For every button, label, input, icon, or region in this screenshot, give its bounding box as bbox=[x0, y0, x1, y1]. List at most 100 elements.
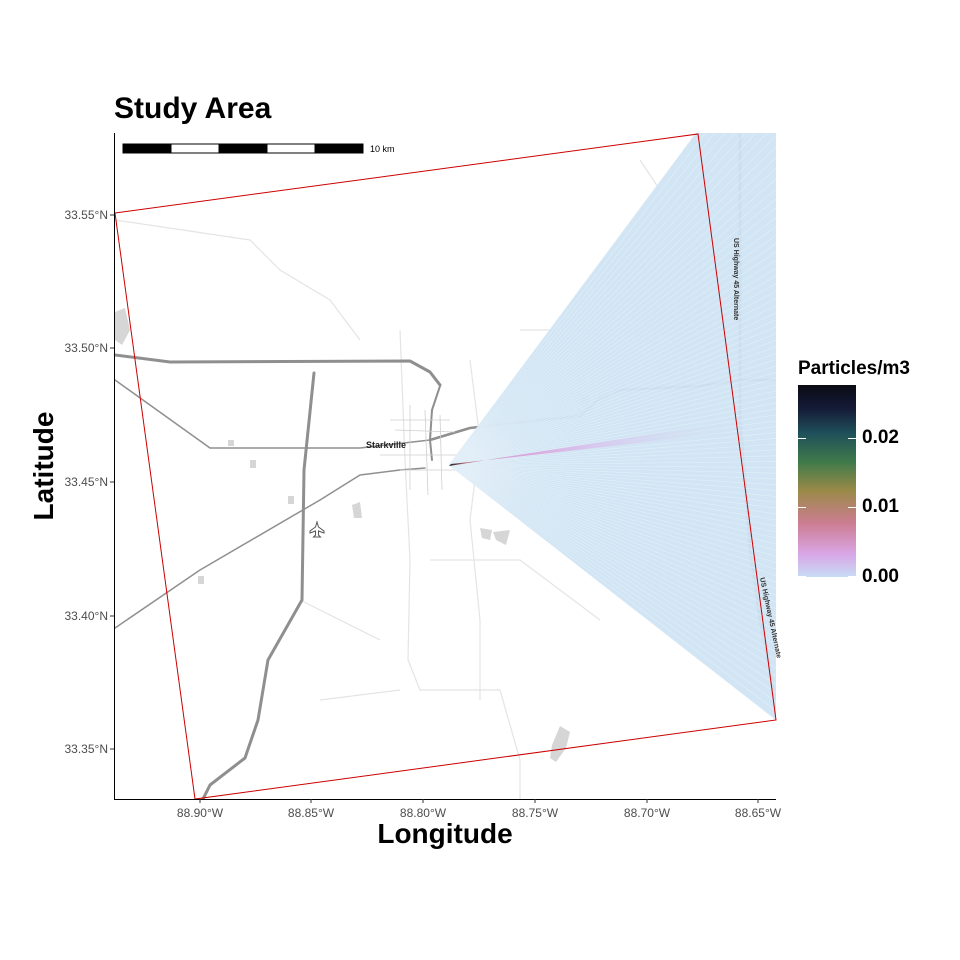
axis-ticks bbox=[110, 214, 759, 803]
plume-ray bbox=[448, 464, 776, 545]
plume-hatching bbox=[448, 133, 776, 721]
plume-ray bbox=[448, 226, 776, 466]
plume-ray bbox=[448, 133, 725, 466]
plume-ray bbox=[448, 207, 776, 466]
legend-label: 0.02 bbox=[862, 427, 899, 448]
plume-ray bbox=[448, 298, 776, 466]
legend-label: 0.01 bbox=[862, 496, 899, 517]
highway-label-north: US Highway 45 Alternate bbox=[732, 238, 739, 320]
legend-colorbar bbox=[798, 385, 856, 577]
y-tick-label: 33.50°N bbox=[64, 341, 109, 355]
plume-ray bbox=[448, 326, 776, 466]
plume-ray bbox=[448, 390, 776, 466]
plume-ray bbox=[448, 146, 776, 466]
plume-ray bbox=[448, 365, 776, 466]
plume-ray bbox=[448, 464, 776, 661]
plume-ray bbox=[448, 168, 776, 466]
y-tick-label: 33.55°N bbox=[64, 208, 109, 222]
plume-ray bbox=[448, 464, 776, 603]
plume-ray bbox=[448, 464, 776, 497]
plume-ray bbox=[448, 464, 776, 570]
legend-tick bbox=[848, 438, 856, 439]
legend-title: Particles/m3 bbox=[798, 358, 910, 379]
plume-ray bbox=[448, 464, 776, 646]
plume-ray bbox=[448, 402, 776, 466]
city-streets bbox=[380, 405, 460, 496]
plume-ray bbox=[448, 259, 776, 466]
plume-ray bbox=[448, 464, 776, 521]
plume-ray bbox=[448, 267, 776, 466]
plume-ray bbox=[448, 188, 776, 466]
y-tick-label: 33.45°N bbox=[64, 475, 109, 489]
legend-tick bbox=[848, 576, 856, 577]
plume-ray bbox=[448, 319, 776, 466]
plume-ray bbox=[448, 464, 776, 631]
x-tick-label: 88.75°W bbox=[511, 806, 559, 820]
plume-core-streak bbox=[449, 420, 740, 466]
legend-label: 0.00 bbox=[862, 566, 899, 587]
legend-tick bbox=[848, 507, 856, 508]
plume-ray bbox=[448, 234, 776, 466]
plume-ray bbox=[448, 464, 776, 686]
plume-ray bbox=[448, 133, 706, 466]
plume-ray bbox=[448, 464, 776, 480]
plume-ray bbox=[448, 283, 776, 466]
plume-ray bbox=[448, 133, 757, 466]
plume-ray bbox=[448, 464, 776, 468]
airport-icon bbox=[309, 520, 325, 538]
plume-ray bbox=[448, 378, 776, 466]
plume-ray bbox=[448, 464, 776, 617]
y-axis-label: Latitude bbox=[28, 411, 59, 521]
city-label: Starkville bbox=[366, 440, 406, 450]
x-tick-label: 88.70°W bbox=[623, 806, 671, 820]
plume-ray bbox=[448, 464, 776, 712]
legend-tick bbox=[798, 438, 806, 439]
plume-ray bbox=[448, 243, 776, 466]
plume-ray bbox=[448, 133, 768, 466]
plume-ray bbox=[448, 464, 776, 551]
plume-ray bbox=[448, 408, 776, 466]
plume-ray bbox=[448, 464, 776, 694]
water-bodies bbox=[115, 308, 590, 762]
plume-ray bbox=[448, 134, 776, 466]
plume-ray bbox=[448, 464, 776, 638]
plume-ray bbox=[448, 133, 736, 466]
legend-tick bbox=[798, 576, 806, 577]
plume-ray bbox=[448, 217, 776, 466]
plume-ray bbox=[448, 449, 776, 466]
domain-outline bbox=[114, 133, 777, 800]
plume-ray bbox=[448, 396, 776, 466]
plume-ray bbox=[448, 464, 776, 653]
plume-ray bbox=[448, 464, 776, 583]
plume-ray bbox=[448, 346, 776, 466]
legend-tick bbox=[798, 507, 806, 508]
plume-ray bbox=[448, 198, 776, 466]
x-tick-label: 88.65°W bbox=[734, 806, 782, 820]
plume-ray bbox=[448, 464, 776, 677]
plume-ray bbox=[448, 352, 776, 466]
plume-ray bbox=[448, 275, 776, 466]
x-tick-label: 88.85°W bbox=[287, 806, 335, 820]
plume-ray bbox=[448, 464, 776, 509]
plume-ray bbox=[448, 178, 776, 466]
plume-ray bbox=[448, 251, 776, 466]
plume-ray bbox=[448, 464, 776, 474]
y-tick-label: 33.35°N bbox=[64, 742, 109, 756]
plume-ray bbox=[448, 464, 776, 576]
plume-ray bbox=[448, 464, 776, 610]
scale-bar-label: 10 km bbox=[370, 144, 395, 154]
plume-ray bbox=[448, 312, 776, 466]
x-tick-label: 88.90°W bbox=[176, 806, 224, 820]
plume-ray bbox=[448, 464, 776, 669]
plume-ray bbox=[448, 461, 776, 466]
plume-ray bbox=[448, 438, 776, 466]
plume-ray bbox=[448, 464, 776, 721]
plume-ray bbox=[448, 464, 776, 533]
plume-ray bbox=[448, 464, 776, 486]
chart-title: Study Area bbox=[114, 92, 272, 125]
plume-ray bbox=[448, 443, 776, 466]
plume-ray bbox=[448, 464, 776, 589]
plume-ray bbox=[448, 359, 776, 466]
plume-ray bbox=[448, 339, 776, 466]
